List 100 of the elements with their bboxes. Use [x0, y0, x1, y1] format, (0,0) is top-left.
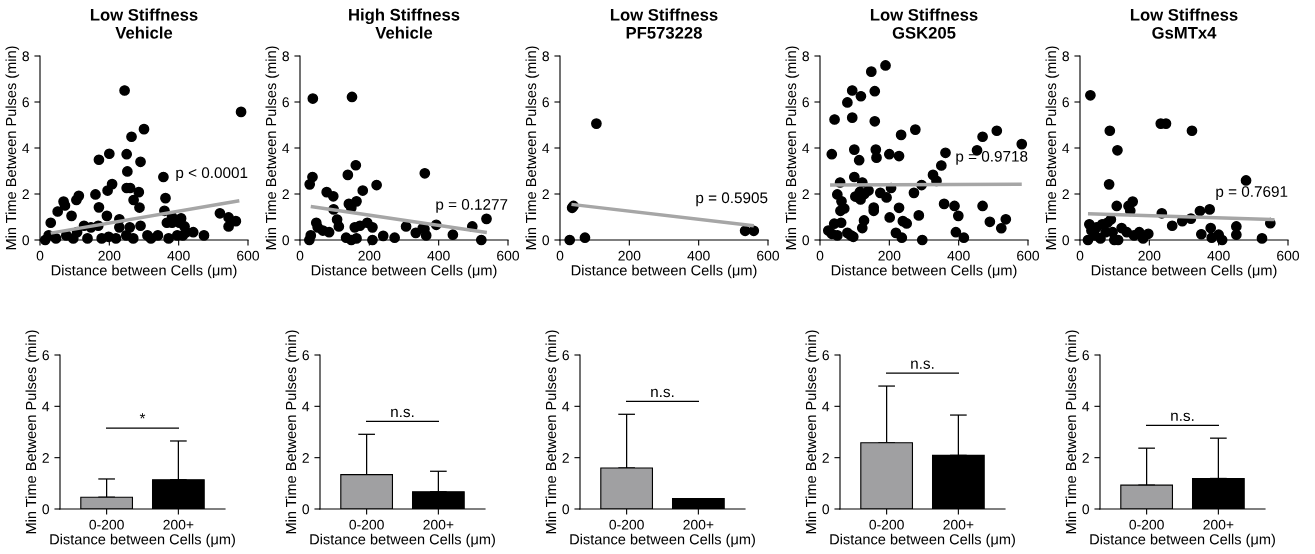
- x-axis-title: Distance between Cells (μm): [1091, 264, 1277, 279]
- y-axis-title: Min Time Between Pulses (min): [265, 46, 280, 250]
- x-axis-title: Distance between Cells (μm): [311, 264, 497, 279]
- y-tick-label: 0: [562, 504, 570, 515]
- y-axis-title: Min Time Between Pulses (min): [285, 330, 300, 534]
- y-tick-label: 4: [562, 401, 570, 412]
- y-tick-label: 0: [822, 504, 830, 515]
- x-tick-label: 200+: [943, 519, 974, 530]
- x-tick-label: 600: [237, 250, 260, 261]
- y-tick-label: 4: [302, 401, 310, 412]
- y-tick-label: 6: [802, 97, 809, 108]
- chart-subtitle: GSK205: [892, 26, 956, 39]
- y-tick-label: 4: [42, 401, 50, 412]
- chart-title: Low Stiffness: [1130, 8, 1238, 21]
- y-tick-label: 0: [282, 235, 290, 246]
- x-tick-label: 400: [167, 250, 190, 261]
- y-tick-label: 2: [302, 453, 309, 463]
- x-tick-label: 200: [618, 250, 641, 261]
- annotation: n.s.: [911, 360, 934, 369]
- annotation: p = 0.5905: [696, 192, 768, 207]
- y-tick-label: 6: [562, 350, 569, 361]
- y-tick-label: 2: [1062, 189, 1069, 200]
- annotation: p = 0.7691: [1216, 186, 1288, 200]
- y-tick-label: 0: [542, 235, 550, 246]
- y-tick-label: 4: [1082, 401, 1090, 412]
- annotation: p < 0.0001: [176, 167, 248, 182]
- y-tick-label: 4: [22, 143, 30, 154]
- y-tick-label: 8: [22, 51, 29, 62]
- y-tick-label: 4: [1062, 143, 1070, 154]
- y-axis-title: Min Time Between Pulses (min): [805, 330, 820, 534]
- x-tick-label: 200: [98, 250, 121, 261]
- y-tick-label: 2: [822, 453, 829, 463]
- chart-subtitle: PF573228: [626, 26, 702, 39]
- y-axis-title: Min Time Between Pulses (min): [545, 330, 560, 534]
- y-tick-label: 6: [822, 350, 829, 361]
- y-tick-label: 6: [1082, 350, 1089, 361]
- y-tick-label: 8: [542, 51, 549, 62]
- y-tick-label: 6: [542, 97, 549, 108]
- annotation: *: [139, 413, 146, 419]
- annotation: n.s.: [391, 408, 414, 418]
- x-tick-label: 0-200: [1129, 519, 1164, 530]
- chart-subtitle: Vehicle: [375, 26, 433, 39]
- y-tick-label: 2: [22, 189, 29, 200]
- x-tick-label: 200: [878, 250, 901, 261]
- y-tick-label: 6: [302, 350, 309, 361]
- y-axis-title: Min Time Between Pulses (min): [1045, 46, 1060, 250]
- y-tick-label: 4: [802, 143, 810, 154]
- y-tick-label: 2: [282, 189, 289, 200]
- y-tick-label: 0: [42, 504, 50, 515]
- x-axis-title: Distance between Cells (μm): [571, 264, 757, 279]
- x-tick-label: 200: [1138, 250, 1161, 261]
- y-axis-title: Min Time Between Pulses (min): [785, 46, 800, 250]
- x-tick-label: 200+: [423, 519, 454, 530]
- y-tick-label: 0: [302, 504, 310, 515]
- x-tick-label: 400: [687, 250, 710, 261]
- x-tick-label: 200+: [163, 519, 194, 530]
- y-tick-label: 0: [1082, 504, 1090, 515]
- x-tick-label: 600: [757, 250, 780, 261]
- x-tick-label: 0-200: [349, 519, 384, 530]
- annotation: n.s.: [1171, 412, 1194, 422]
- x-axis-title: Distance between Cells (μm): [51, 264, 237, 279]
- x-tick-label: 600: [497, 250, 520, 261]
- y-tick-label: 2: [542, 189, 549, 200]
- y-axis-title: Min Time Between Pulses (min): [525, 46, 540, 250]
- x-tick-label: 200+: [1203, 519, 1234, 530]
- y-tick-label: 0: [22, 235, 30, 246]
- y-tick-label: 4: [282, 143, 290, 154]
- x-tick-label: 600: [1277, 250, 1300, 261]
- y-axis-title: Min Time Between Pulses (min): [1065, 330, 1080, 534]
- chart-title: Low Stiffness: [610, 8, 718, 21]
- x-axis-title: Distance between Cells (μm): [50, 533, 235, 548]
- y-tick-label: 6: [22, 97, 29, 108]
- x-tick-label: 400: [947, 250, 970, 261]
- x-axis-title: Distance between Cells (μm): [831, 264, 1017, 279]
- y-tick-label: 6: [42, 350, 49, 361]
- y-tick-label: 2: [802, 189, 809, 200]
- y-tick-label: 4: [822, 401, 830, 412]
- x-axis-title: Distance between Cells (μm): [570, 533, 755, 548]
- annotation: p = 0.1277: [436, 199, 508, 213]
- x-axis-title: Distance between Cells (μm): [1090, 533, 1275, 548]
- x-tick-label: 0-200: [609, 519, 644, 530]
- x-tick-label: 400: [427, 250, 450, 261]
- y-tick-label: 8: [282, 51, 289, 62]
- y-tick-label: 0: [802, 235, 810, 246]
- chart-subtitle: GsMTx4: [1152, 26, 1217, 39]
- x-tick-label: 200+: [683, 519, 714, 530]
- y-tick-label: 4: [542, 143, 550, 154]
- y-tick-label: 0: [1062, 235, 1070, 246]
- x-axis-title: Distance between Cells (μm): [310, 533, 495, 548]
- chart-title: High Stiffness: [349, 8, 460, 24]
- y-tick-label: 8: [1062, 51, 1069, 62]
- annotation: n.s.: [651, 388, 674, 398]
- y-axis-title: Min Time Between Pulses (min): [25, 330, 40, 534]
- x-tick-label: 0-200: [89, 519, 124, 530]
- y-tick-label: 2: [42, 453, 49, 463]
- y-tick-label: 2: [1082, 453, 1089, 463]
- y-tick-label: 6: [282, 97, 289, 108]
- x-axis-title: Distance between Cells (μm): [830, 533, 1015, 548]
- y-tick-label: 8: [802, 51, 809, 62]
- chart-title: Low Stiffness: [90, 8, 198, 21]
